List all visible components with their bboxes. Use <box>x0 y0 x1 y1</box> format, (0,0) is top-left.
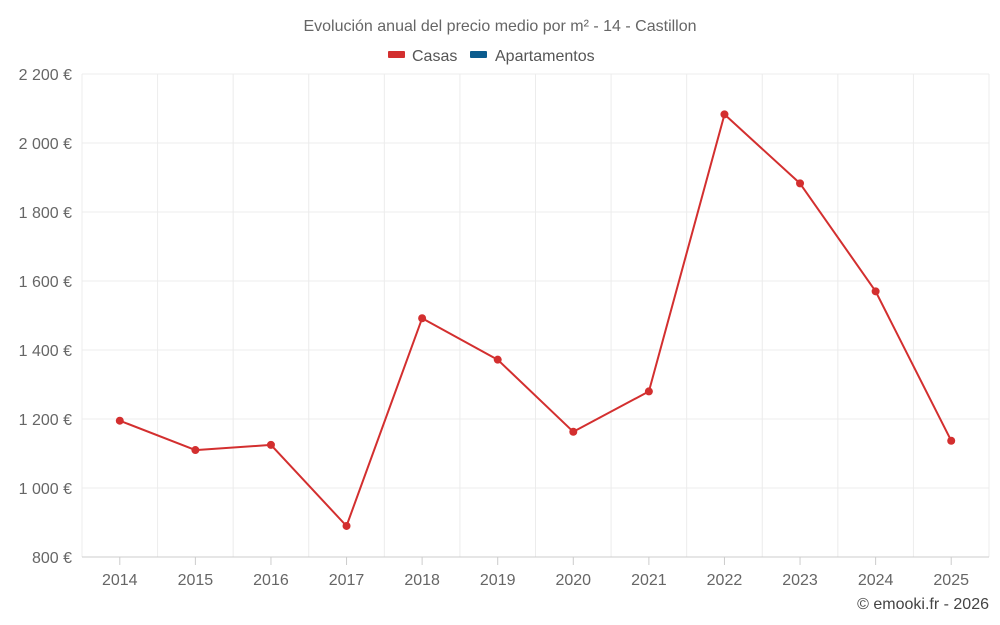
legend-swatch-apartamentos <box>470 51 487 58</box>
x-tick-label: 2025 <box>933 572 969 589</box>
y-tick-label: 800 € <box>32 550 72 567</box>
y-tick-label: 1 400 € <box>19 343 72 360</box>
x-tick-label: 2024 <box>858 572 894 589</box>
data-point[interactable] <box>342 521 351 530</box>
y-tick-label: 2 000 € <box>19 136 72 153</box>
legend-label-apartamentos: Apartamentos <box>495 48 595 65</box>
credit-text: © emooki.fr - 2026 <box>857 596 989 613</box>
x-axis: 2014 2015 2016 2017 2018 2019 2020 2021 2022 2023… <box>82 556 989 589</box>
data-point[interactable] <box>266 440 275 449</box>
x-tick-label: 2017 <box>329 572 365 589</box>
x-tick-label: 2020 <box>555 572 591 589</box>
y-tick-label: 1 600 € <box>19 274 72 291</box>
x-tick-label: 2014 <box>102 572 138 589</box>
y-tick-label: 1 200 € <box>19 412 72 429</box>
legend-label-casas: Casas <box>412 48 457 65</box>
x-tick-label: 2022 <box>707 572 743 589</box>
grid <box>81 73 990 557</box>
x-tick-label: 2015 <box>178 572 214 589</box>
chart-title: Evolución anual del precio medio por m² … <box>303 18 696 35</box>
data-point[interactable] <box>871 287 880 296</box>
data-point[interactable] <box>115 416 124 425</box>
x-tick-label: 2016 <box>253 572 289 589</box>
legend-item-casas[interactable]: Casas <box>388 48 457 65</box>
legend: Casas Apartamentos <box>388 48 595 65</box>
x-tick-label: 2023 <box>782 572 818 589</box>
x-tick-label: 2021 <box>631 572 667 589</box>
y-axis: 800 € 1 000 € 1 200 € 1 400 € 1 600 € 1 800 €… <box>19 67 72 567</box>
y-tick-label: 1 800 € <box>19 205 72 222</box>
data-point[interactable] <box>720 110 729 119</box>
data-point[interactable] <box>796 179 805 188</box>
legend-item-apartamentos[interactable]: Apartamentos <box>470 48 595 65</box>
data-point[interactable] <box>569 427 578 436</box>
legend-swatch-casas <box>388 51 405 58</box>
data-point[interactable] <box>947 436 956 445</box>
y-tick-label: 2 200 € <box>19 67 72 84</box>
x-tick-label: 2018 <box>404 572 440 589</box>
x-tick-label: 2019 <box>480 572 516 589</box>
data-point[interactable] <box>191 446 200 455</box>
data-point[interactable] <box>493 355 502 364</box>
data-point[interactable] <box>418 314 427 323</box>
y-tick-label: 1 000 € <box>19 481 72 498</box>
data-point[interactable] <box>644 387 653 396</box>
series-line-casas <box>119 113 953 527</box>
series-casas <box>115 110 956 530</box>
